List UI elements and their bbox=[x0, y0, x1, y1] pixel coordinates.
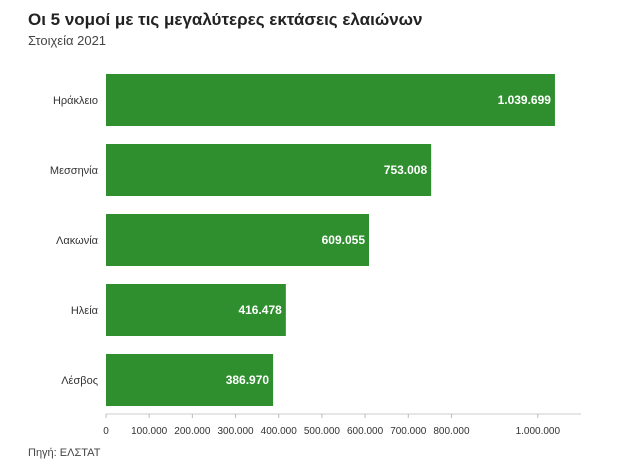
bar bbox=[106, 284, 286, 336]
source-note: Πηγή: ΕΛΣΤΑΤ bbox=[28, 447, 101, 459]
chart-title: Οι 5 νομοί με τις μεγαλύτερες εκτάσεις ε… bbox=[28, 10, 423, 29]
x-tick-label: 500.000 bbox=[304, 426, 341, 437]
x-tick-label: 700.000 bbox=[390, 426, 427, 437]
x-tick-label: 0 bbox=[103, 426, 109, 437]
x-tick-label: 300.000 bbox=[217, 426, 254, 437]
bar-value-label: 386.970 bbox=[226, 373, 270, 387]
bar bbox=[106, 144, 432, 196]
x-tick-label: 1.000.000 bbox=[516, 426, 561, 437]
category-label: Λέσβος bbox=[61, 375, 98, 387]
chart-subtitle: Στοιχεία 2021 bbox=[28, 33, 107, 48]
bar-value-label: 416.478 bbox=[238, 303, 282, 317]
category-label: Ηλεία bbox=[71, 305, 99, 317]
bar-value-label: 1.039.699 bbox=[498, 93, 552, 107]
category-label: Ηράκλειο bbox=[53, 95, 98, 107]
x-tick-label: 600.000 bbox=[347, 426, 384, 437]
x-tick-label: 400.000 bbox=[261, 426, 298, 437]
x-tick-label: 100.000 bbox=[131, 426, 168, 437]
category-label: Μεσσηνία bbox=[50, 165, 99, 177]
x-tick-label: 200.000 bbox=[174, 426, 211, 437]
bar bbox=[106, 214, 370, 266]
bar-value-label: 609.055 bbox=[322, 233, 366, 247]
bar bbox=[106, 74, 555, 126]
x-tick-label: 800.000 bbox=[433, 426, 470, 437]
category-label: Λακωνία bbox=[56, 235, 99, 247]
bar-value-label: 753.008 bbox=[384, 163, 428, 177]
bar bbox=[106, 354, 274, 406]
